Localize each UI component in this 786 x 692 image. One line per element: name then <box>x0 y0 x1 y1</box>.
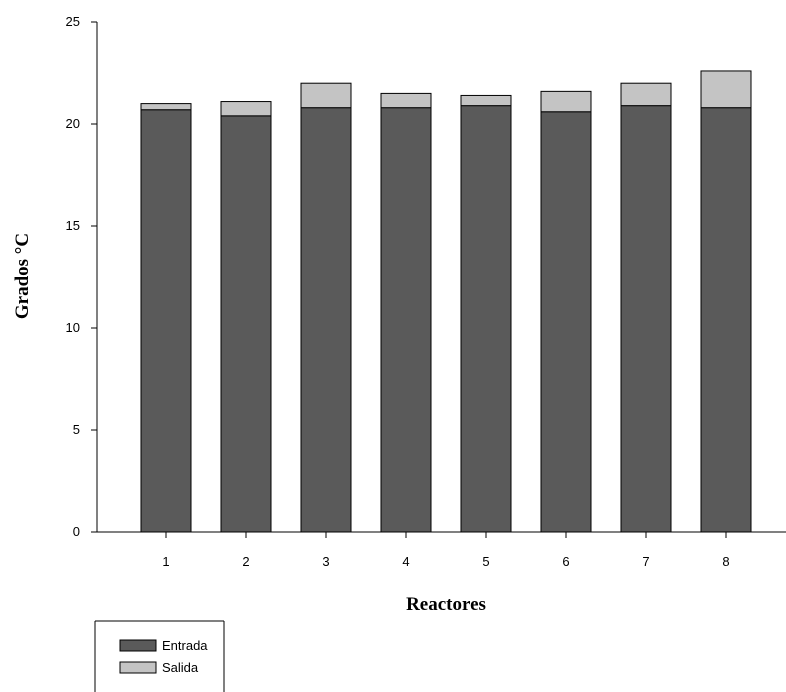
legend-label-salida: Salida <box>162 660 199 675</box>
y-tick-label: 5 <box>73 422 80 437</box>
bar-salida-2 <box>220 101 272 117</box>
bar-salida-6 <box>540 90 592 113</box>
y-axis-title: Grados °C <box>12 233 33 319</box>
bar-entrada-8 <box>700 107 752 533</box>
bar-entrada-5 <box>460 105 512 533</box>
bar-entrada-6 <box>540 111 592 533</box>
x-tick-label: 3 <box>322 554 329 569</box>
legend-swatch-salida <box>119 661 157 674</box>
bar-entrada-3 <box>300 107 352 533</box>
y-tick-label: 0 <box>73 524 80 539</box>
x-tick-label: 2 <box>242 554 249 569</box>
bar-salida-4 <box>380 92 432 109</box>
legend-label-entrada: Entrada <box>162 638 208 653</box>
bar-entrada-2 <box>220 115 272 533</box>
axes <box>91 21 786 538</box>
x-tick-label: 4 <box>402 554 409 569</box>
bar-salida-7 <box>620 82 672 107</box>
x-tick-label: 5 <box>482 554 489 569</box>
bar-entrada-4 <box>380 107 432 533</box>
legend-swatch-entrada <box>119 639 157 652</box>
bar-entrada-7 <box>620 105 672 533</box>
x-tick-label: 7 <box>642 554 649 569</box>
bar-salida-8 <box>700 70 752 109</box>
x-tick-label: 1 <box>162 554 169 569</box>
legend: Entrada Salida <box>94 620 225 692</box>
y-tick-label: 15 <box>66 218 80 233</box>
y-tick-label: 20 <box>66 116 80 131</box>
bar-salida-1 <box>140 103 192 111</box>
tick-labels: 0 5 10 15 20 25 1 2 3 4 5 6 7 8 <box>66 14 730 569</box>
bar-salida-5 <box>460 94 512 107</box>
y-tick-label: 10 <box>66 320 80 335</box>
x-axis-title: Reactores <box>406 594 486 615</box>
bar-entrada-1 <box>140 109 192 533</box>
y-tick-label: 25 <box>66 14 80 29</box>
x-tick-label: 8 <box>722 554 729 569</box>
x-tick-label: 6 <box>562 554 569 569</box>
bars <box>140 70 752 533</box>
bar-salida-3 <box>300 82 352 109</box>
